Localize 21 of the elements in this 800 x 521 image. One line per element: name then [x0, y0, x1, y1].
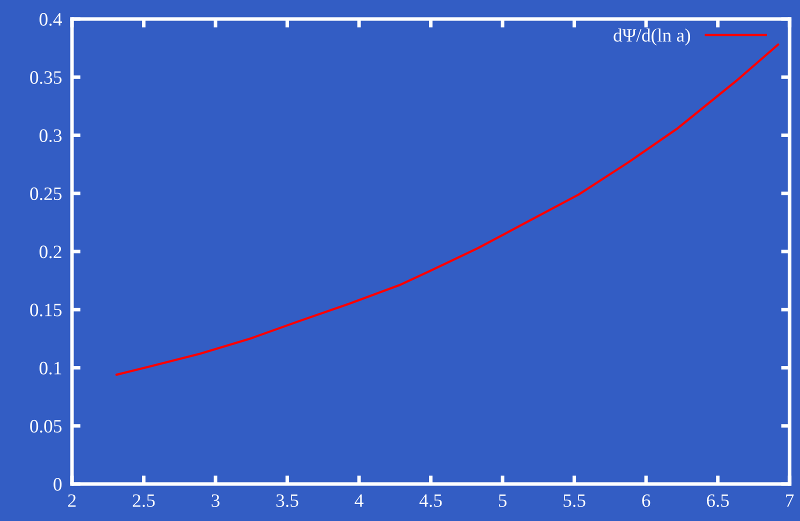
x-tick-label: 5.5	[564, 494, 586, 508]
x-tick-label: 6.5	[706, 494, 729, 508]
y-tick-label: 0.3	[40, 129, 62, 142]
y-tick-label: 0.35	[30, 71, 62, 84]
y-tick-label: 0.4	[40, 13, 62, 26]
x-tick-label: 3	[212, 494, 220, 507]
x-tick-label: 3.5	[276, 494, 298, 508]
y-tick-label: 0.15	[30, 304, 62, 316]
x-tick-label: 4	[354, 494, 364, 507]
y-tick-label: 0.25	[30, 187, 62, 200]
y-tick-label: 0.05	[30, 420, 62, 433]
x-tick-label: 7	[786, 494, 794, 507]
x-tick-label: 5	[498, 494, 507, 507]
x-tick-label: 6	[642, 494, 650, 507]
legend-label: dΨ/d(ln a)	[614, 28, 690, 46]
y-tick-label: 0.2	[40, 246, 62, 258]
y-tick-label: 0.1	[40, 362, 62, 375]
y-tick-label: 0	[54, 478, 62, 491]
x-tick-label: 4.5	[419, 494, 442, 508]
x-tick-label: 2	[68, 494, 76, 507]
x-tick-label: 2.5	[132, 494, 155, 508]
